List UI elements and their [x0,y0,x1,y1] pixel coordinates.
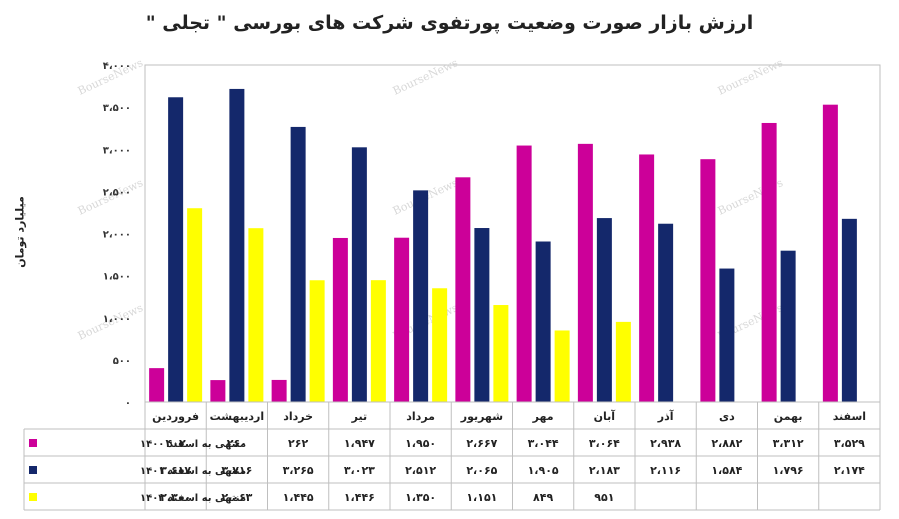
y-tick-label: ۵۰۰ [113,356,131,367]
x-tick-label: تیر [351,410,367,423]
data-label: ۳،۶۱۷ [160,464,191,477]
bar-2 [535,241,551,402]
data-label: ۸۴۹ [533,491,553,504]
data-label: ۲۶۲ [288,437,308,450]
x-tick-label: اردیبهشت [210,410,264,423]
data-label: ۲،۵۱۲ [405,464,436,477]
bar-2 [841,218,857,402]
legend-swatch [29,466,37,474]
y-tick-label: ۱،۰۰۰ [103,314,131,325]
y-tick-label: ۲،۵۰۰ [103,187,131,198]
bar-2 [351,147,367,402]
data-label: ۱،۱۵۱ [466,491,497,504]
bar-3 [309,280,325,402]
bar-2 [413,190,429,402]
x-tick-label: خرداد [283,410,313,423]
data-label: ۲،۶۶۷ [466,437,497,450]
legend-label: منتهی به اسفند ۱۴۰۰ [140,439,246,450]
data-label: ۱،۷۹۶ [773,464,804,477]
bar-1 [394,237,410,402]
x-tick-label: شهریور [460,410,503,423]
data-label: ۳،۰۴۴ [528,437,559,450]
bar-3 [248,228,264,402]
data-label: ۲،۳۰۰ [160,491,191,504]
data-label: ۹۵۱ [594,491,614,504]
bar-1 [455,177,471,402]
bar-3 [432,288,448,402]
y-tick-label: ۲،۰۰۰ [103,230,131,241]
bar-2 [780,250,796,402]
x-tick-label: بهمن [774,410,803,423]
bar-3 [615,321,631,402]
legend-label: منتهی به اسفند ۱۴۰۱ [140,466,246,477]
bar-3 [493,305,509,402]
data-label: ۱،۵۸۴ [711,464,742,477]
data-label: ۳،۲۶۵ [283,464,314,477]
x-tick-label: دی [719,410,735,423]
legend-swatch [29,439,37,447]
data-label: ۱،۹۵۰ [405,437,436,450]
x-tick-label: فروردین [152,410,199,423]
data-label: ۲،۱۸۳ [589,464,620,477]
x-tick-label: آذر [657,409,674,423]
bar-1 [577,143,593,402]
bar-2 [719,268,735,402]
bar-2 [290,126,306,402]
data-label: ۳،۷۱۶ [221,464,252,477]
bar-3 [187,208,203,402]
y-tick-label: ۴،۰۰۰ [103,61,131,72]
bar-2 [658,223,674,402]
chart-title: ارزش بازار صورت وضعیت پورتفوی شرکت های ب… [145,12,754,34]
bar-1 [210,380,226,402]
bar-2 [474,228,490,402]
data-label: ۲،۰۶۵ [466,464,497,477]
x-tick-label: مرداد [406,410,435,423]
data-label: ۳،۰۲۳ [344,464,375,477]
data-label: ۲،۰۶۳ [221,491,252,504]
data-label: ۲۶۰ [227,437,247,450]
bar-2 [596,218,612,402]
y-tick-label: ۰ [125,398,131,409]
data-label: ۱،۴۴۵ [283,491,314,504]
bar-1 [761,122,777,403]
data-label: ۲،۸۸۲ [711,437,742,450]
y-tick-label: ۱،۵۰۰ [103,272,131,283]
bar-1 [149,368,165,402]
x-tick-label: مهر [532,410,554,423]
x-tick-label: اسفند [833,410,866,423]
watermark-text: BourseNews [391,56,461,98]
bar-2 [168,97,184,402]
data-label: ۱،۳۵۰ [405,491,436,504]
legend-swatch [29,493,37,501]
data-label: ۲،۱۱۶ [650,464,681,477]
data-label: ۲،۱۷۴ [834,464,865,477]
bar-2 [229,88,245,402]
data-label: ۳،۳۱۲ [773,437,804,450]
bar-3 [370,280,386,402]
data-label: ۲،۹۳۸ [650,437,681,450]
y-tick-label: ۳،۵۰۰ [103,103,131,114]
data-label: ۳،۵۲۹ [834,437,865,450]
watermark-text: BourseNews [716,56,786,98]
bar-1 [639,154,655,402]
bar-1 [516,145,532,402]
bar-3 [554,330,570,402]
legend-label: منتهی به اسفند ۱۴۰۲ [140,493,246,504]
data-label: ۱،۹۴۷ [344,437,375,450]
data-label: ۳،۰۶۴ [589,437,620,450]
bar-1 [822,104,838,402]
x-tick-label: آبان [594,409,616,423]
data-label: ۱،۴۴۶ [344,491,375,504]
bar-1 [271,379,287,402]
data-label: ۴۰۲ [166,437,186,450]
data-label: ۱،۹۰۵ [528,464,559,477]
bar-1 [332,237,348,402]
y-tick-label: ۳،۰۰۰ [103,145,131,156]
bar-1 [700,159,716,402]
